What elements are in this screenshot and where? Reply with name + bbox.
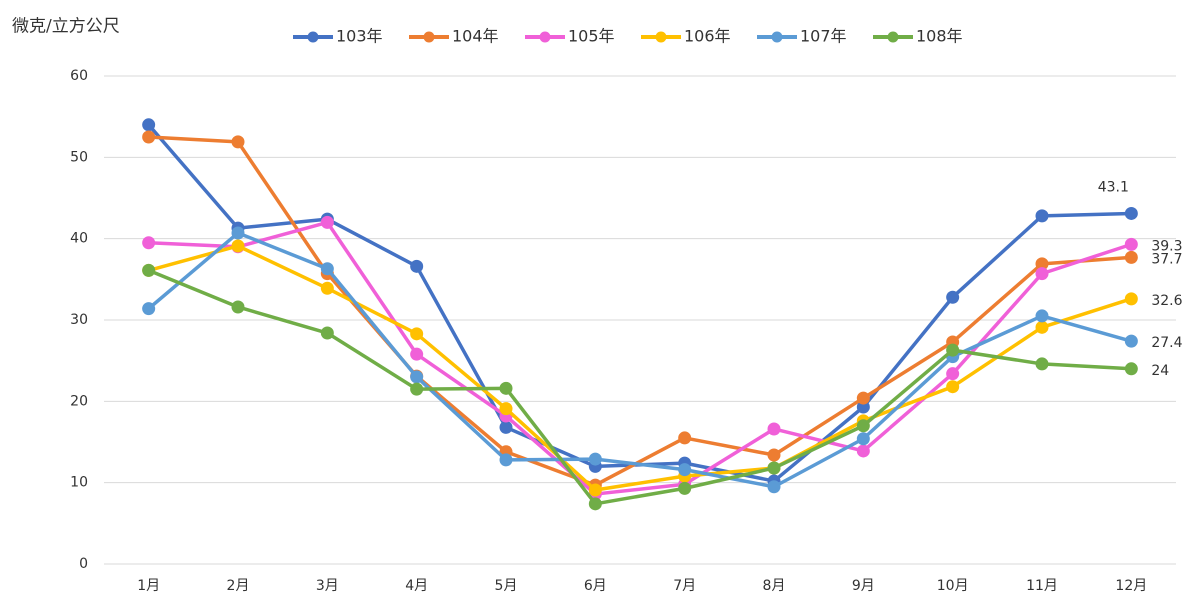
data-label: 27.4 [1151,335,1182,351]
data-point [946,367,960,381]
legend-marker [423,31,435,43]
series-line [148,220,1132,496]
x-tick-label: 10月 [937,578,969,594]
data-point [142,118,156,132]
data-point [1035,320,1049,334]
data-point [410,347,424,361]
data-point [588,483,602,497]
series-line [147,123,1132,483]
data-point [1035,357,1049,371]
y-tick-label: 30 [70,312,88,328]
legend-marker [655,31,667,43]
data-point [142,236,156,250]
data-point [320,215,334,229]
data-point [231,226,245,240]
data-label: 39.3 [1151,238,1182,254]
data-point [1035,267,1049,281]
x-tick-label: 7月 [673,578,696,594]
data-point [946,343,960,357]
data-point [946,290,960,304]
data-point [142,130,156,144]
legend-marker [887,31,899,43]
series-line [148,135,1132,487]
data-point [767,448,781,462]
legend-marker [539,31,551,43]
data-point [320,326,334,340]
x-tick-label: 9月 [852,578,875,594]
data-point [1124,334,1138,348]
legend-marker [771,31,783,43]
data-point [856,432,870,446]
data-point [767,422,781,436]
data-point [767,480,781,494]
data-point [499,420,513,434]
data-label: 32.6 [1151,293,1182,309]
legend-label: 107年 [800,27,847,46]
y-tick-label: 60 [70,68,88,84]
data-point [856,444,870,458]
x-tick-label: 8月 [763,578,786,594]
legend-label: 103年 [336,27,383,46]
data-point [678,463,692,477]
legend-marker [307,31,319,43]
data-point [320,281,334,295]
data-point [1124,292,1138,306]
series-line [148,244,1132,492]
legend-label: 106年 [684,27,731,46]
x-tick-label: 5月 [495,578,518,594]
y-tick-label: 0 [79,556,88,572]
data-point [1124,362,1138,376]
data-point [946,380,960,394]
data-label: 24 [1151,363,1169,379]
data-point [1124,237,1138,251]
y-axis-label: 微克/立方公尺 [12,17,120,37]
x-tick-label: 2月 [227,578,250,594]
data-point [856,400,870,414]
y-tick-label: 40 [70,231,88,247]
data-point [142,302,156,316]
data-label: 43.1 [1098,179,1129,195]
y-tick-label: 50 [70,149,88,165]
data-point [588,452,602,466]
y-tick-label: 20 [70,393,88,409]
data-point [1035,209,1049,223]
data-point [1124,250,1138,264]
y-tick-label: 10 [70,475,88,491]
data-point [1035,309,1049,323]
x-tick-label: 6月 [584,578,607,594]
data-point [231,300,245,314]
x-tick-label: 11月 [1026,578,1058,594]
data-point [856,391,870,405]
data-point [410,327,424,341]
legend-label: 104年 [452,27,499,46]
data-point [499,453,513,467]
data-point [678,481,692,495]
data-point [1124,206,1138,220]
x-tick-label: 12月 [1115,578,1147,594]
data-point [410,259,424,273]
x-tick-label: 1月 [137,578,160,594]
data-point [499,381,513,395]
legend-label: 105年 [568,27,615,46]
series-line [147,231,1132,489]
data-point [499,402,513,416]
x-tick-label: 4月 [405,578,428,594]
legend-label: 108年 [916,27,963,46]
data-point [1035,257,1049,271]
data-point [678,431,692,445]
data-point [320,262,334,276]
data-point [231,135,245,149]
data-point [231,239,245,253]
data-point [588,497,602,511]
data-point [767,461,781,475]
x-tick-label: 3月 [316,578,339,594]
data-point [410,382,424,396]
data-point [410,370,424,384]
series-line [148,268,1132,506]
data-point [856,419,870,433]
data-label: 37.7 [1151,251,1182,267]
data-point [142,263,156,277]
